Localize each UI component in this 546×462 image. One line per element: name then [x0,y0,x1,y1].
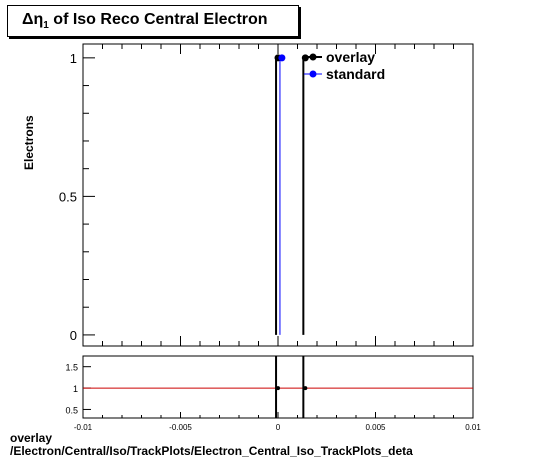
ratio-x-tick-label: 0.01 [465,423,481,430]
legend-label-overlay: overlay [326,49,375,65]
footer-caption: overlay /Electron/Central/Iso/TrackPlots… [10,432,413,458]
main-y-tick-label: 1 [70,51,77,66]
ratio-y-tick-label: 1.5 [65,363,78,373]
data-point-standard [278,54,286,62]
legend-label-standard: standard [326,66,385,82]
ratio-y-tick-label: 1 [73,384,78,394]
chart-title-box: Δη1 of Iso Reco Central Electron [7,5,299,37]
footer-line-1: overlay [10,431,53,445]
legend-marker-standard [309,70,317,78]
ratio-x-tick-label: 0 [276,423,281,430]
chart-svg: 00.51 0.511.5-0.01 -0.005 0 0.005 0.01 overl… [59,43,481,430]
title-rest: of Iso Reco Central Electron [48,11,268,28]
ratio-point [303,386,308,391]
legend-marker-overlay [309,53,317,61]
ratio-x-tick-label: -0.005 [169,423,192,430]
chart-title: Δη1 of Iso Reco Central Electron [22,11,268,31]
footer-line-2: /Electron/Central/Iso/TrackPlots/Electro… [10,444,413,458]
main-plot-frame [82,43,474,347]
main-plot-layer: 00.51 [59,44,474,346]
ratio-plot-layer: 0.5 1 1.5 -0.01 -0.005 0 0.005 0.01 [65,356,481,430]
ratio-point [276,386,280,391]
main-y-tick-label: 0 [70,328,77,343]
title-subscript: 1 [43,20,49,32]
title-prefix: Δη [22,11,44,28]
ratio-y-tick-label: 0.5 [65,405,78,415]
ratio-x-tick-label: -0.01 [74,423,93,430]
main-y-tick-label: 0.5 [59,189,77,204]
ratio-x-tick-label: 0.005 [365,423,386,430]
